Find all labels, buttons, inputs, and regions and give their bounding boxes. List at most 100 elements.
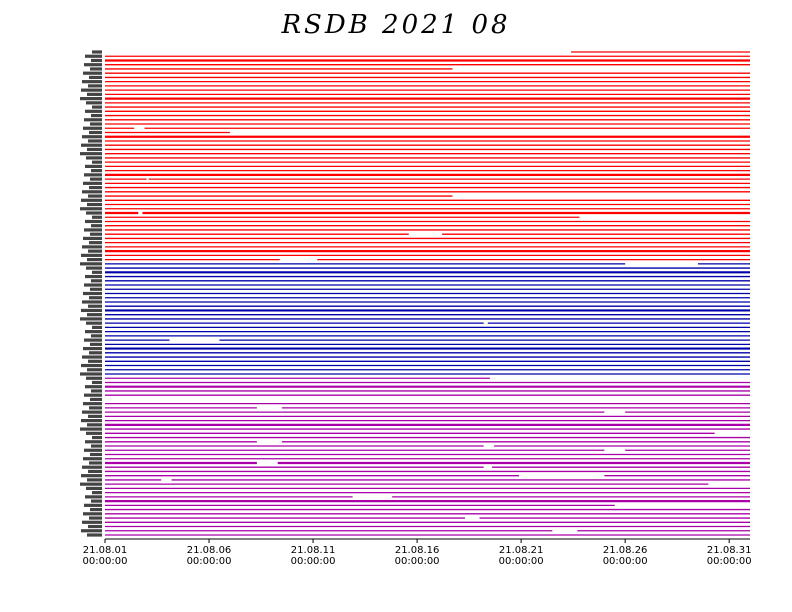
station-label-mark (91, 389, 102, 393)
station-label-mark (87, 313, 102, 317)
x-tick-date-label: 21.08.11 (291, 545, 336, 556)
data-gap (134, 126, 145, 131)
station-label-mark (88, 249, 102, 253)
station-label-mark (82, 135, 102, 139)
station-label-mark (88, 414, 102, 418)
station-label-mark (84, 503, 102, 507)
station-label-mark (88, 469, 102, 474)
station-label-mark (87, 147, 102, 152)
station-label-mark (90, 507, 102, 512)
data-gap (464, 515, 480, 521)
station-label-mark (83, 71, 102, 75)
x-tick-time-label: 00:00:00 (603, 556, 648, 567)
station-label-mark (85, 330, 102, 334)
station-label-mark (89, 241, 102, 245)
data-gap (552, 528, 578, 533)
x-tick-time-label: 00:00:00 (187, 556, 232, 567)
station-label-mark (89, 406, 102, 410)
x-tick-time-label: 00:00:00 (291, 556, 336, 567)
station-label-mark (85, 385, 102, 389)
station-label-mark (83, 346, 102, 351)
station-label-mark (88, 84, 102, 88)
data-gap (708, 481, 750, 487)
station-label-mark (84, 338, 102, 342)
station-label-mark (82, 80, 102, 84)
station-label-mark (85, 440, 102, 444)
station-label-mark (85, 109, 102, 113)
station-label-mark (82, 410, 102, 414)
x-tick-time-label: 00:00:00 (707, 556, 752, 567)
station-label-mark (83, 126, 102, 130)
station-rows (105, 51, 750, 536)
gap-marks (105, 49, 750, 533)
station-label-mark (80, 317, 102, 321)
data-gap (105, 49, 572, 55)
data-gap (161, 477, 172, 483)
station-label-mark (87, 368, 102, 372)
station-label-mark (90, 397, 102, 402)
station-label-mark (89, 516, 102, 520)
data-gap (138, 210, 143, 216)
station-label-mark (81, 529, 102, 533)
data-gap (256, 460, 278, 466)
station-label-mark (90, 232, 102, 236)
station-label-mark (87, 92, 102, 96)
station-label-mark (83, 457, 102, 461)
data-gap (604, 448, 626, 453)
data-gap (105, 397, 750, 402)
station-label-mark (81, 143, 102, 147)
station-label-mark (88, 524, 102, 529)
station-label-mark (84, 393, 102, 397)
data-gap (169, 337, 220, 343)
data-gap (408, 231, 443, 237)
station-label-mark (80, 152, 102, 156)
data-gap (483, 320, 488, 326)
station-label-mark (90, 342, 102, 346)
station-label-mark (80, 97, 102, 101)
station-label-mark (90, 287, 102, 291)
station-label-mark (80, 207, 102, 211)
data-gap (352, 494, 393, 500)
data-gap (614, 503, 750, 508)
station-label-mark (91, 224, 102, 228)
data-gap (604, 409, 626, 415)
station-label-mark (82, 300, 102, 304)
data-gap (229, 130, 750, 135)
x-tick-date-label: 21.08.06 (187, 545, 232, 556)
station-label-mark (82, 465, 102, 469)
station-label-mark (91, 334, 102, 338)
station-label-mark (92, 160, 102, 164)
station-label-mark (81, 474, 102, 478)
station-label-mark (86, 431, 102, 435)
data-gap (146, 176, 149, 182)
x-tick-time-label: 00:00:00 (395, 556, 440, 567)
station-label-mark (86, 321, 102, 325)
station-label-mark (87, 478, 102, 482)
station-label-column (80, 50, 102, 537)
station-label-mark (81, 419, 102, 423)
station-label-mark (86, 266, 102, 270)
station-label-mark (89, 75, 102, 80)
station-label-mark (89, 461, 102, 465)
station-label-mark (84, 63, 102, 67)
station-label-mark (83, 402, 102, 406)
station-label-mark (87, 533, 102, 537)
data-gap (714, 431, 750, 436)
station-label-mark (84, 118, 102, 122)
station-label-mark (83, 181, 102, 185)
station-label-mark (90, 452, 102, 457)
data-gap (579, 215, 750, 220)
x-axis: 21.08.0100:00:0021.08.0600:00:0021.08.11… (83, 538, 752, 567)
station-label-mark (86, 376, 102, 380)
station-label-mark (86, 486, 102, 490)
station-label-mark (90, 67, 102, 71)
station-label-mark (92, 491, 102, 495)
data-gap (256, 439, 282, 444)
station-label-mark (89, 296, 102, 300)
x-tick-date-label: 21.08.26 (603, 545, 648, 556)
station-label-mark (90, 122, 102, 126)
data-gap (483, 465, 492, 470)
station-label-mark (89, 351, 102, 355)
station-label-mark (86, 156, 102, 160)
